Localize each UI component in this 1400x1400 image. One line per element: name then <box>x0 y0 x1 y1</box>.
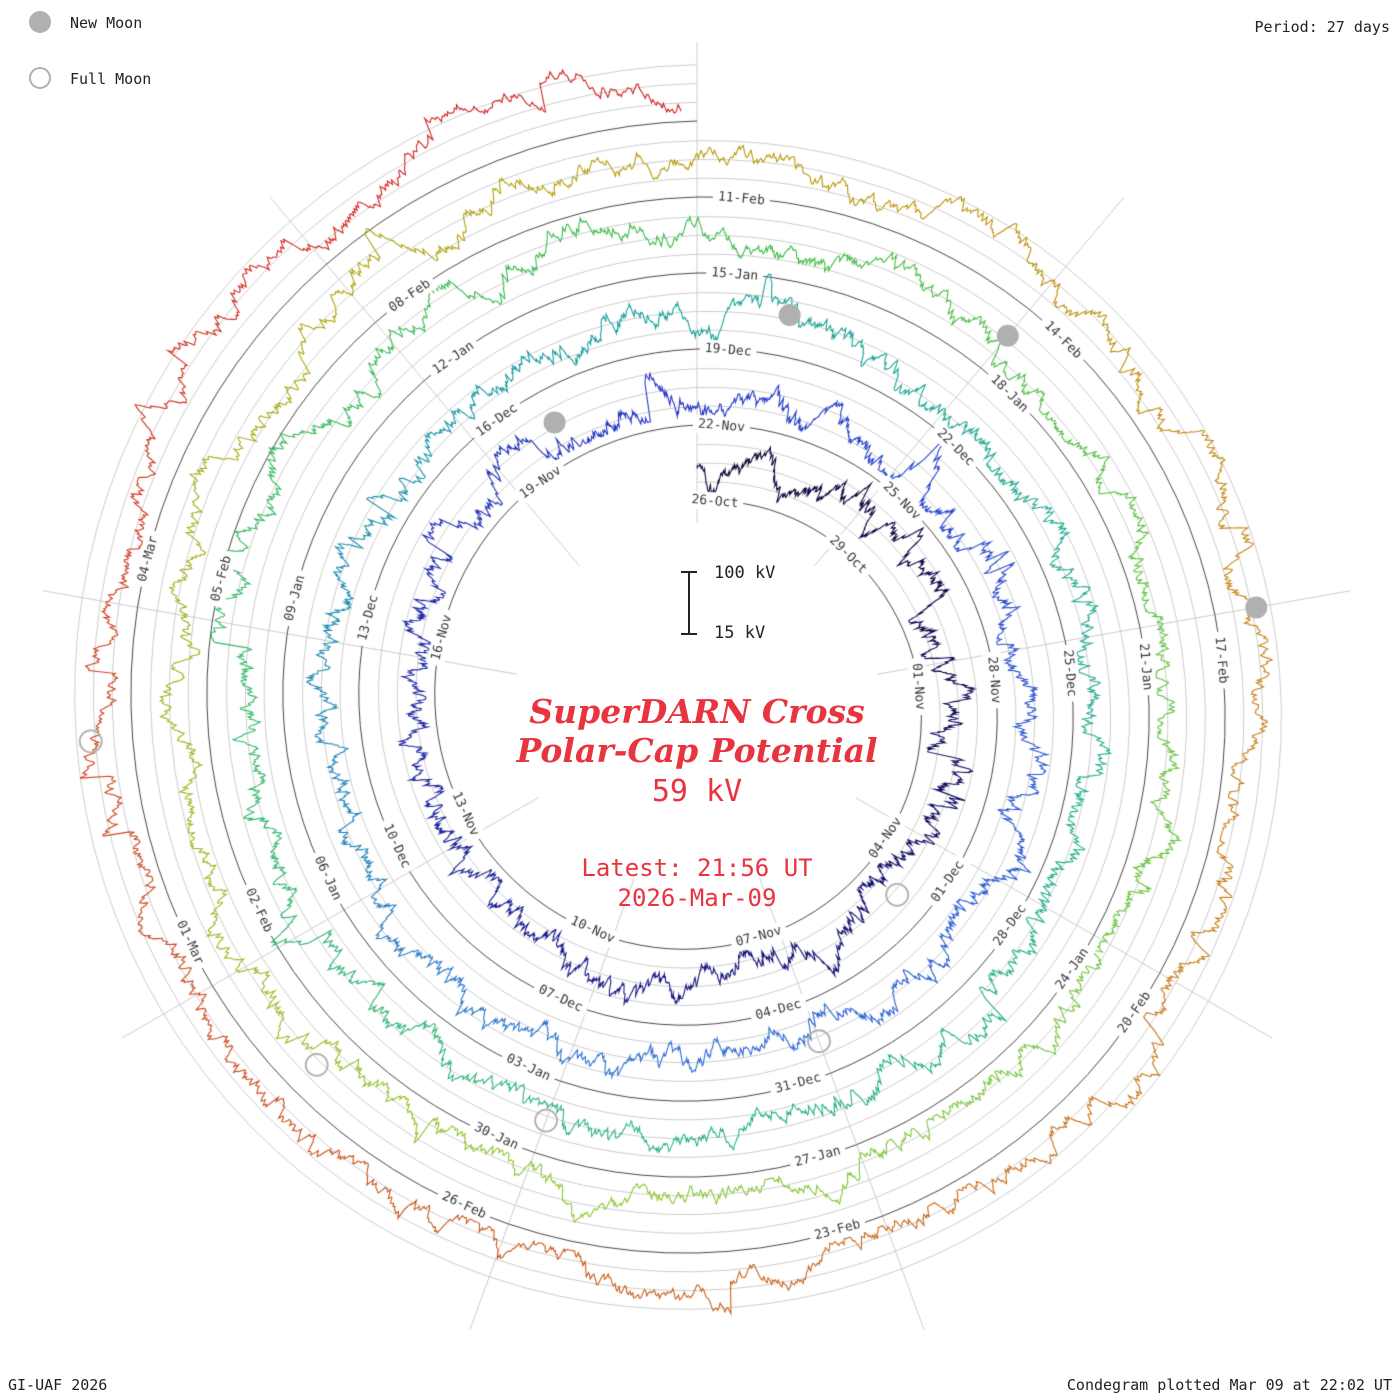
new-moon-icon <box>29 11 51 33</box>
legend-full-moon-label: Full Moon <box>70 70 152 88</box>
current-value: 59 kV <box>651 774 743 809</box>
plotted-label: Condegram plotted Mar 09 at 22:02 UT <box>1066 1376 1392 1394</box>
period-label: Period: 27 days <box>1254 18 1390 36</box>
latest-time-label: Latest: 21:56 UT <box>581 854 813 882</box>
scale-bottom-label: 15 kV <box>714 623 766 643</box>
credit-label: GI-UAF 2026 <box>8 1376 108 1394</box>
chart-title-line1: SuperDARN Cross <box>529 692 865 731</box>
legend-new-moon-label: New Moon <box>70 14 143 32</box>
full-moon-icon <box>29 67 51 89</box>
chart-title-line2: Polar-Cap Potential <box>516 731 878 770</box>
latest-date-label: 2026-Mar-09 <box>617 884 777 912</box>
scale-top-label: 100 kV <box>714 563 776 583</box>
scale-bar-bottom-cap <box>681 633 697 635</box>
scale-bar-stem <box>688 571 690 635</box>
